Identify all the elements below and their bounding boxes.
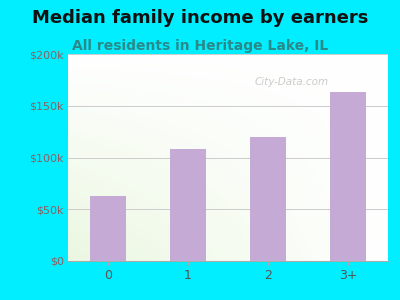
Bar: [170, 149, 206, 261]
Text: All residents in Heritage Lake, IL: All residents in Heritage Lake, IL: [72, 39, 328, 53]
Text: Median family income by earners: Median family income by earners: [32, 9, 368, 27]
Text: City-Data.com: City-Data.com: [255, 77, 329, 87]
Bar: [250, 137, 286, 261]
Bar: [330, 92, 366, 261]
Bar: [90, 196, 126, 261]
